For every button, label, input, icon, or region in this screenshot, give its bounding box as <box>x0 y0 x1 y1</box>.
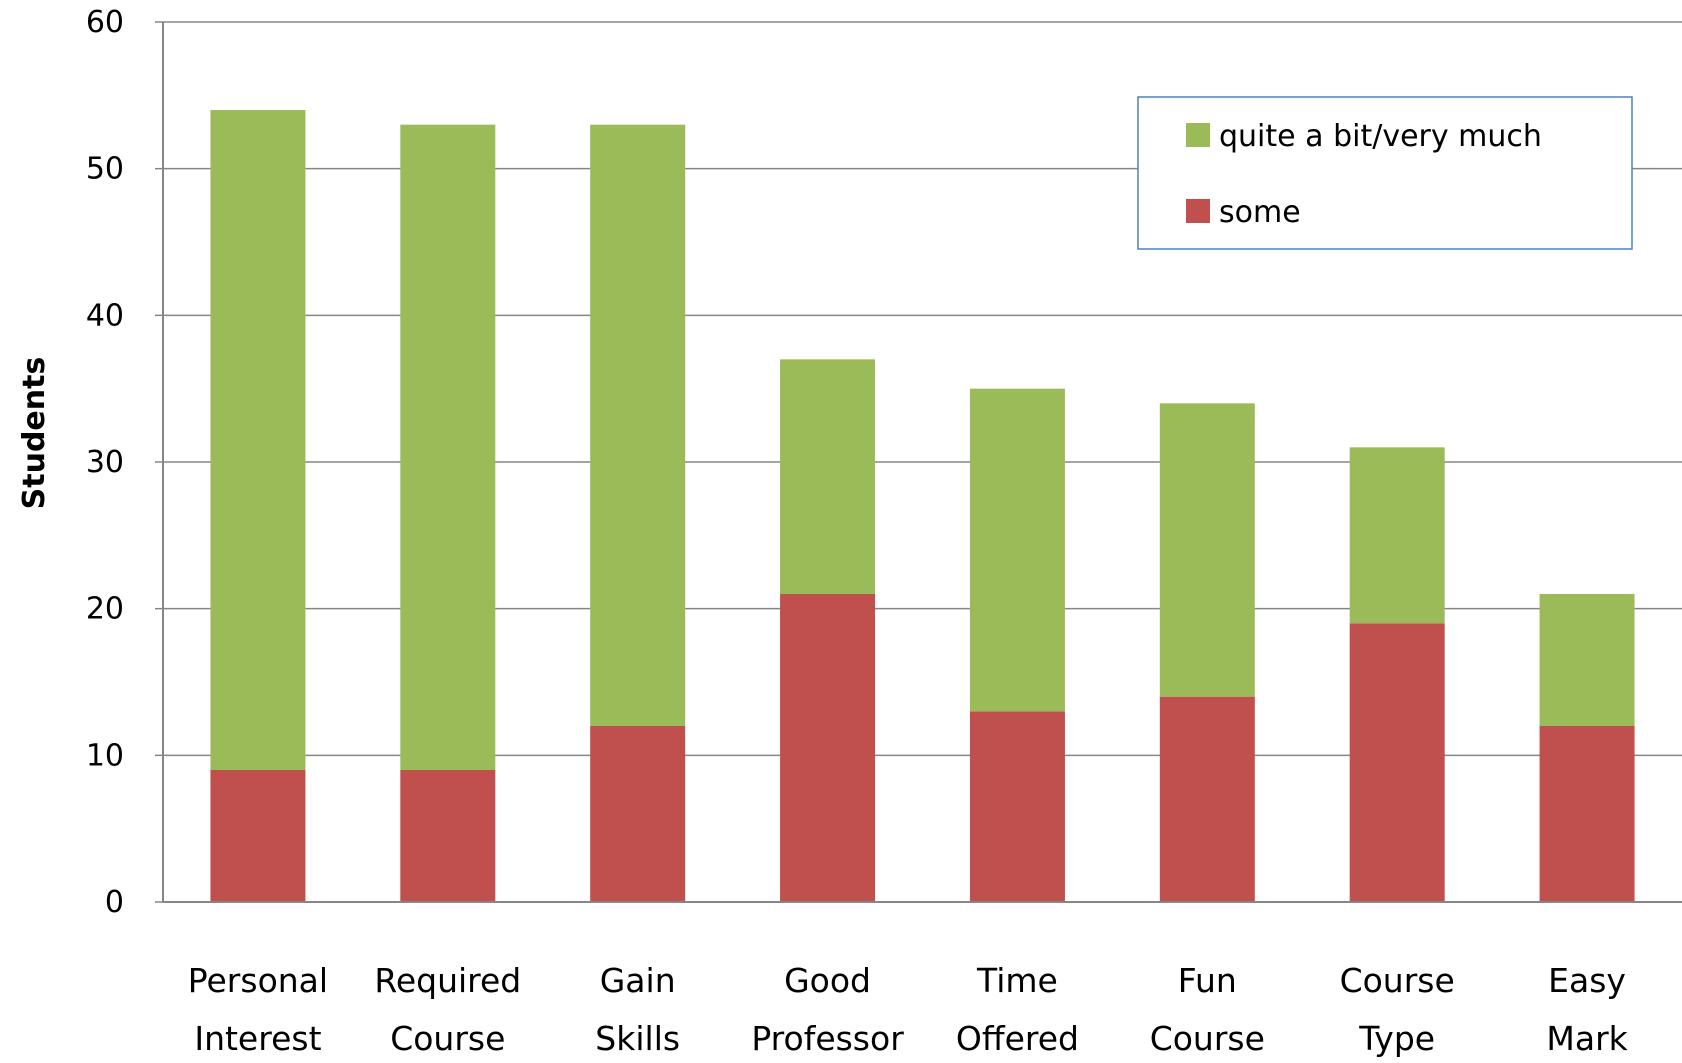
bar-quite-a-bit-very-much <box>590 124 686 726</box>
y-tick-label: 10 <box>86 738 124 773</box>
x-category-label: Time Offered <box>956 961 1079 1058</box>
bar-some <box>210 770 306 902</box>
y-tick-label: 50 <box>86 152 124 187</box>
bar-quite-a-bit-very-much <box>400 124 496 770</box>
legend-frame <box>1137 96 1633 250</box>
x-category-label: Course Type <box>1340 961 1455 1058</box>
x-category-label: Personal Interest <box>188 961 328 1058</box>
y-tick-label: 30 <box>86 445 124 480</box>
bar-quite-a-bit-very-much <box>210 110 306 770</box>
legend-label-some: some <box>1219 195 1301 230</box>
bar-some <box>590 726 686 902</box>
bar-quite-a-bit-very-much <box>969 388 1065 712</box>
x-category-label: Required Course <box>374 961 521 1058</box>
bar-some <box>780 594 876 902</box>
legend-swatch-some <box>1186 199 1210 223</box>
y-axis-ticks: 0 10 20 30 40 50 60 <box>86 5 163 920</box>
bar-some <box>969 711 1065 902</box>
bar-some <box>1349 623 1445 902</box>
bar-quite-a-bit-very-much <box>1159 403 1255 697</box>
legend: quite a bit/very much some <box>1137 96 1633 250</box>
bars <box>210 110 1635 902</box>
y-tick-label: 20 <box>86 592 124 627</box>
legend-swatch-quite-a-bit-very-much <box>1186 123 1210 147</box>
x-category-label: Easy Mark <box>1546 961 1628 1058</box>
bar-some <box>1159 696 1255 902</box>
y-tick-label: 40 <box>86 298 124 333</box>
legend-label-quite-a-bit-very-much: quite a bit/very much <box>1219 119 1542 154</box>
y-tick-label: 60 <box>86 5 124 40</box>
bar-some <box>1539 726 1635 902</box>
bar-some <box>400 770 496 902</box>
x-category-label: Gain Skills <box>595 961 680 1058</box>
bar-quite-a-bit-very-much <box>780 359 876 594</box>
bar-quite-a-bit-very-much <box>1539 594 1635 726</box>
y-axis-title: Students <box>17 357 52 510</box>
x-category-label: Fun Course <box>1150 961 1265 1058</box>
x-category-label: Good Professor <box>751 961 904 1058</box>
y-tick-label: 0 <box>105 885 124 920</box>
bar-quite-a-bit-very-much <box>1349 447 1445 624</box>
x-axis-category-labels: Personal Interest Required Course Gain Skills… <box>188 961 1629 1058</box>
